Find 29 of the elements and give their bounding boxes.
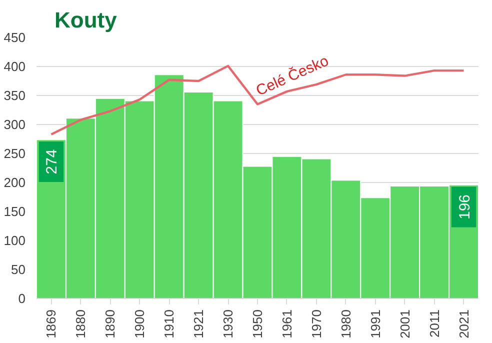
x-tick-label: 1921 [191, 310, 206, 338]
y-tick-label: 350 [4, 88, 26, 103]
x-tick-label: 1900 [132, 310, 148, 338]
x-tick-label: 1880 [73, 310, 88, 338]
y-tick-label: 400 [4, 59, 26, 74]
x-tick-label: 1961 [279, 310, 294, 338]
x-tick-label: 1890 [102, 310, 118, 338]
y-tick-label: 450 [4, 30, 26, 45]
text: Celé Česko [253, 52, 332, 100]
y-tick-label: 100 [4, 233, 26, 248]
data-label: 274 [44, 149, 61, 174]
chart-title: Kouty [54, 8, 118, 32]
x-tick-label: 2021 [456, 310, 472, 338]
x-tick-label: 1910 [162, 310, 177, 338]
x-tick-label: 1980 [338, 310, 354, 338]
y-tick-label: 150 [4, 204, 26, 219]
x-tick-label: 1930 [220, 310, 236, 338]
data-label: 196 [456, 194, 474, 220]
y-tick-label: 200 [4, 175, 26, 190]
x-tick-label: 1869 [44, 310, 59, 338]
x-tick-label: 2011 [426, 309, 442, 338]
y-tick-label: 0 [18, 291, 26, 306]
y-tick-label: 300 [4, 117, 26, 132]
x-tick-label: 1950 [250, 310, 265, 338]
x-tick-label: 1970 [308, 310, 324, 338]
y-tick-label: 250 [4, 146, 26, 161]
x-tick-label: 2001 [397, 310, 412, 338]
y-tick-label: 50 [11, 262, 26, 277]
x-tick-label: 1991 [368, 310, 383, 338]
